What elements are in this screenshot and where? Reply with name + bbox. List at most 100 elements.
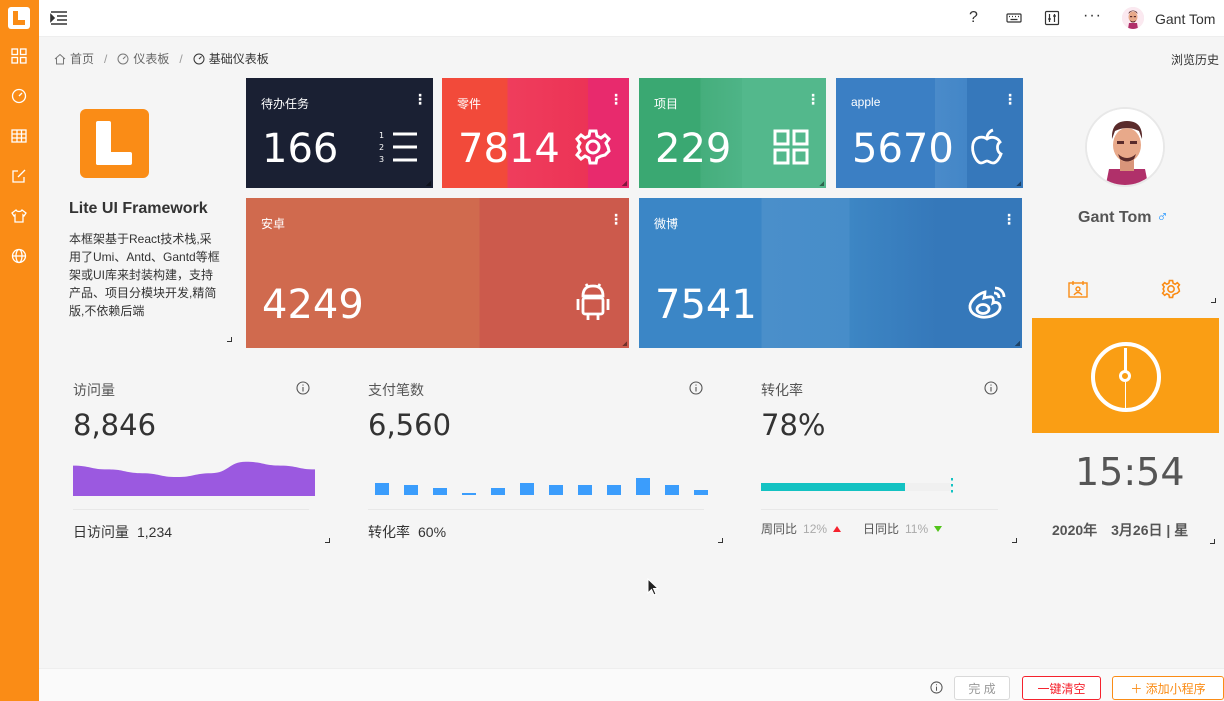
- visits-area-chart: [73, 461, 315, 496]
- keyboard-icon[interactable]: [1006, 10, 1022, 26]
- help-icon[interactable]: ?: [969, 9, 978, 26]
- more-vertical-icon[interactable]: ⋮: [806, 91, 820, 107]
- id-card-icon[interactable]: [1068, 280, 1088, 298]
- edit-form-icon[interactable]: [11, 168, 27, 184]
- trend-value: 11%: [905, 521, 929, 536]
- breadcrumb-home[interactable]: 首页: [70, 52, 95, 66]
- bar: [549, 485, 563, 495]
- tile-apple[interactable]: apple ⋮ 5670: [836, 78, 1023, 188]
- menu-fold-icon[interactable]: [50, 10, 68, 26]
- more-vertical-icon[interactable]: ⋮: [1003, 91, 1017, 107]
- trend-label: 日同比: [863, 522, 900, 536]
- tile-label: 待办任务: [261, 97, 310, 111]
- resize-handle-icon[interactable]: [1015, 341, 1020, 346]
- info-circle-icon[interactable]: [984, 381, 998, 395]
- profile-name-text: Gant Tom: [1078, 209, 1152, 226]
- add-widget-button[interactable]: ＋ 添加小程序: [1112, 676, 1224, 700]
- tile-value: 166: [262, 126, 339, 172]
- dashboard-grid-icon[interactable]: [11, 48, 27, 64]
- user-name[interactable]: Gant Tom: [1155, 11, 1216, 27]
- breadcrumb-separator: /: [104, 51, 108, 66]
- framework-logo: [80, 109, 149, 178]
- conversion-progress: [761, 483, 951, 491]
- apple-icon: [971, 128, 1003, 165]
- resize-handle-icon[interactable]: [622, 341, 627, 346]
- table-icon[interactable]: [11, 128, 27, 144]
- tile-todo[interactable]: 待办任务 ⋮ 166 1 2 3: [246, 78, 433, 188]
- clock-time: 15:54: [1075, 450, 1185, 494]
- resize-handle-icon[interactable]: [819, 181, 824, 186]
- resize-handle-icon[interactable]: [622, 181, 627, 186]
- breadcrumb-separator: /: [179, 51, 183, 66]
- bar: [433, 487, 447, 495]
- stat-title: 支付笔数: [368, 382, 424, 398]
- tile-parts[interactable]: 零件 ⋮ 7814: [442, 78, 629, 188]
- more-vertical-icon[interactable]: ⋮: [609, 91, 623, 107]
- topbar: ? ··· Gant Tom: [39, 0, 1224, 37]
- gear-icon[interactable]: [1161, 279, 1181, 299]
- tile-value: 229: [655, 126, 732, 172]
- stat-value: 8,846: [73, 408, 157, 442]
- mouse-cursor-icon: [647, 578, 659, 596]
- resize-handle-icon[interactable]: [1016, 181, 1021, 186]
- gauge-icon: [193, 53, 205, 64]
- settings-sliders-icon[interactable]: [1044, 10, 1060, 26]
- info-circle-icon[interactable]: [296, 381, 310, 395]
- resize-handle-icon[interactable]: [227, 337, 232, 342]
- tile-label: 项目: [654, 97, 679, 111]
- stat-card-conversion: 转化率 78% 周同比 12% 日同比 11%: [761, 372, 1021, 548]
- resize-handle-icon[interactable]: [1012, 538, 1017, 543]
- gear-icon: [575, 129, 611, 165]
- resize-handle-icon[interactable]: [426, 181, 431, 186]
- globe-icon[interactable]: [11, 248, 27, 264]
- clock-date: 2020年 3月26日 | 星: [1052, 522, 1189, 538]
- payments-bar-chart: [368, 472, 708, 502]
- tile-project[interactable]: 项目 ⋮ 229: [639, 78, 826, 188]
- gauge-icon: [117, 53, 129, 64]
- bar: [694, 490, 708, 495]
- info-circle-icon[interactable]: [930, 681, 943, 694]
- tile-value: 5670: [852, 126, 954, 172]
- bar: [520, 482, 534, 495]
- resize-handle-icon[interactable]: [1211, 298, 1216, 303]
- breadcrumb-current: 基础仪表板: [208, 52, 269, 66]
- gauge-icon[interactable]: [11, 88, 27, 104]
- week-trend: 周同比 12%: [761, 520, 842, 537]
- stat-value: 78%: [761, 408, 826, 442]
- info-circle-icon[interactable]: [689, 381, 703, 395]
- tile-weibo[interactable]: 微博 ⋮ 7541: [639, 198, 1022, 348]
- resize-handle-icon[interactable]: [325, 538, 330, 543]
- progress-fill: [761, 483, 906, 491]
- clear-all-button[interactable]: 一键清空: [1022, 676, 1101, 700]
- tile-label: 安卓: [261, 217, 286, 231]
- tile-label: apple: [851, 95, 881, 109]
- app-logo-icon[interactable]: [8, 7, 30, 29]
- breadcrumb-dashboard[interactable]: 仪表板: [133, 52, 170, 66]
- more-icon[interactable]: ···: [1083, 7, 1102, 24]
- stat-footer: 转化率 60%: [368, 522, 446, 542]
- shirt-icon[interactable]: [11, 208, 27, 224]
- bottom-toolbar: 完 成 一键清空 ＋ 添加小程序: [39, 668, 1224, 701]
- divider: [73, 509, 309, 510]
- appstore-icon: [773, 129, 809, 165]
- user-avatar[interactable]: [1122, 7, 1144, 29]
- resize-handle-icon[interactable]: [1210, 539, 1215, 544]
- bar: [404, 485, 418, 495]
- resize-handle-icon[interactable]: [718, 538, 723, 543]
- bar: [636, 477, 650, 495]
- breadcrumb: 首页 / 仪表板 / 基础仪表板: [54, 50, 269, 67]
- divider: [761, 509, 998, 510]
- more-vertical-icon[interactable]: ⋮: [609, 211, 623, 227]
- android-icon: [576, 283, 610, 320]
- more-vertical-icon[interactable]: ⋮: [1002, 211, 1016, 227]
- bar: [578, 485, 592, 495]
- intro-description: 本框架基于React技术栈,采用了Umi、Antd、Gantd等框架或UI库来封…: [69, 232, 220, 318]
- stat-footer-label: 转化率: [368, 524, 410, 540]
- history-link[interactable]: 浏览历史: [1171, 53, 1220, 67]
- ordered-list-icon: 1 2 3: [379, 131, 417, 164]
- more-vertical-icon[interactable]: ⋮: [413, 91, 427, 107]
- clock-icon: [1091, 342, 1161, 412]
- profile-avatar: [1085, 107, 1165, 187]
- tile-android[interactable]: 安卓 ⋮ 4249: [246, 198, 629, 348]
- done-button[interactable]: 完 成: [954, 676, 1010, 700]
